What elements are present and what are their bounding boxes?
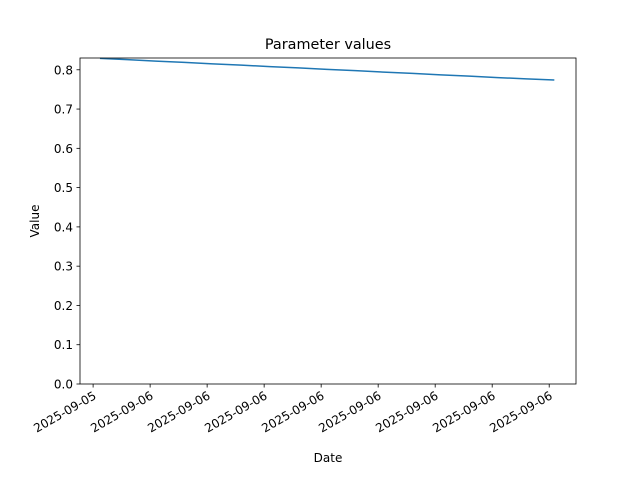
y-tick-label: 0.8 — [54, 63, 73, 77]
y-axis-label: Value — [28, 205, 42, 238]
y-tick-label: 0.2 — [54, 299, 73, 313]
y-tick-label: 0.3 — [54, 260, 73, 274]
y-tick-label: 0.5 — [54, 181, 73, 195]
plot-frame — [79, 57, 577, 385]
y-tick-label: 0.6 — [54, 142, 73, 156]
x-axis-label: Date — [314, 451, 343, 465]
chart-title: Parameter values — [265, 37, 391, 53]
y-tick-label: 0.1 — [54, 338, 73, 352]
y-tick-label: 0.7 — [54, 103, 73, 117]
y-tick-label: 0.4 — [54, 220, 73, 234]
line — [99, 57, 555, 81]
y-tick-label: 0.0 — [54, 378, 73, 392]
